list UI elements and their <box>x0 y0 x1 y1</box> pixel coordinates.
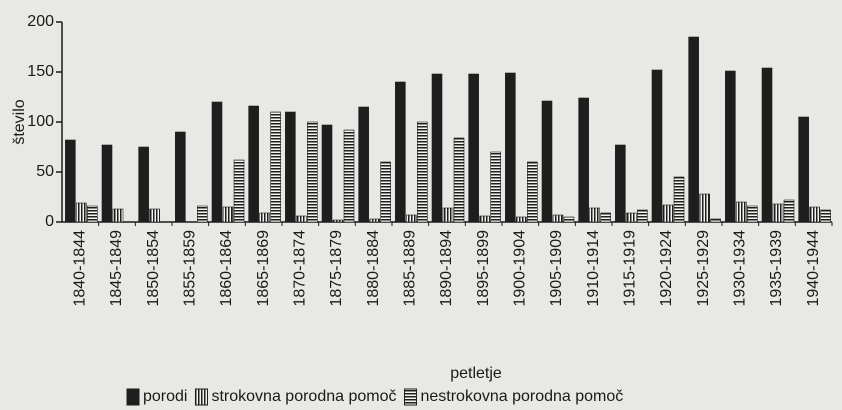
bar <box>417 121 428 223</box>
x-tick-label: 1870-1874 <box>292 230 309 307</box>
bar <box>820 209 831 223</box>
x-tick-label: 1840-1844 <box>72 230 89 307</box>
bar <box>798 116 809 223</box>
y-tick-label: 150 <box>27 63 54 80</box>
x-tick-label: 1920-1924 <box>658 230 675 307</box>
bar <box>809 206 820 223</box>
bar <box>563 216 575 223</box>
bar <box>468 73 479 223</box>
bar <box>783 199 795 223</box>
bar <box>600 212 611 223</box>
x-tick-label: 1915-1919 <box>622 230 639 307</box>
bar <box>589 207 600 223</box>
bar <box>101 144 113 223</box>
bar <box>222 206 234 223</box>
bar <box>651 69 663 223</box>
x-tick-label: 1940-1944 <box>805 230 822 307</box>
x-tick-label: 1935-1939 <box>768 230 785 307</box>
x-tick-label: 1905-1909 <box>548 230 565 307</box>
bar <box>453 137 465 223</box>
bar <box>626 212 637 223</box>
x-tick-label: 1890-1894 <box>438 230 455 307</box>
bar <box>138 146 149 223</box>
bar <box>65 139 76 223</box>
bar <box>248 105 259 223</box>
y-tick-label: 50 <box>36 163 54 180</box>
x-tick-label: 1860-1864 <box>218 230 235 307</box>
bar <box>541 100 553 223</box>
bar <box>369 218 380 223</box>
x-tick-label: 1845-1849 <box>108 230 125 307</box>
x-tick-label: 1895-1899 <box>475 230 492 307</box>
y-tick-label: 200 <box>27 13 54 30</box>
legend-swatch <box>403 388 417 406</box>
bar <box>395 81 406 223</box>
bar <box>688 36 699 223</box>
bar <box>259 212 270 223</box>
y-tick-label: 100 <box>27 113 54 130</box>
bar <box>527 161 538 223</box>
bar <box>615 144 626 223</box>
y-tick-label: 0 <box>45 213 54 230</box>
bar <box>87 205 98 223</box>
bar <box>747 205 758 223</box>
bar <box>233 159 245 223</box>
bar <box>772 203 784 223</box>
x-tick-label: 1925-1929 <box>695 230 712 307</box>
bar <box>307 121 318 223</box>
bar <box>321 124 333 223</box>
x-tick-label: 1930-1934 <box>732 230 749 307</box>
bar <box>637 209 648 223</box>
legend-swatch <box>126 388 140 406</box>
legend-label: porodi <box>143 388 187 405</box>
bar <box>505 72 516 223</box>
legend-label: strokovna porodna pomoč <box>211 388 396 405</box>
bar <box>76 202 87 223</box>
bar <box>285 111 296 223</box>
bar <box>662 204 674 223</box>
bar <box>332 219 344 223</box>
bar <box>270 111 281 223</box>
x-tick-label: 1855-1859 <box>182 230 199 307</box>
legend-label: nestrokovna porodna pomoč <box>420 388 623 405</box>
bar <box>406 214 417 223</box>
bar <box>761 67 773 223</box>
bar <box>431 73 443 223</box>
bar <box>442 207 454 223</box>
bar <box>699 193 710 223</box>
bar <box>149 208 160 223</box>
x-tick-label: 1910-1914 <box>585 230 602 307</box>
x-tick-label: 1885-1889 <box>402 230 419 307</box>
bar <box>479 215 490 223</box>
legend-swatch <box>194 388 208 406</box>
x-axis-label: petletje <box>450 365 502 382</box>
x-tick-label: 1880-1884 <box>365 230 382 307</box>
x-tick-label: 1900-1904 <box>512 230 529 307</box>
bar <box>358 106 369 223</box>
x-tick-label: 1850-1854 <box>145 230 162 307</box>
bar <box>175 131 186 223</box>
y-axis-label: število <box>11 99 28 144</box>
bar <box>552 214 564 223</box>
bar <box>211 101 223 223</box>
bar <box>736 201 747 223</box>
bar <box>380 161 391 223</box>
x-tick-label: 1865-1869 <box>255 230 272 307</box>
bar <box>112 208 124 223</box>
bar <box>578 97 589 223</box>
bar <box>197 205 208 223</box>
bar <box>296 215 307 223</box>
bar <box>725 70 736 223</box>
bar <box>490 151 501 223</box>
bar <box>343 129 355 223</box>
bar <box>710 218 721 223</box>
bar <box>516 216 527 223</box>
bar <box>673 176 685 223</box>
x-tick-label: 1875-1879 <box>328 230 345 307</box>
